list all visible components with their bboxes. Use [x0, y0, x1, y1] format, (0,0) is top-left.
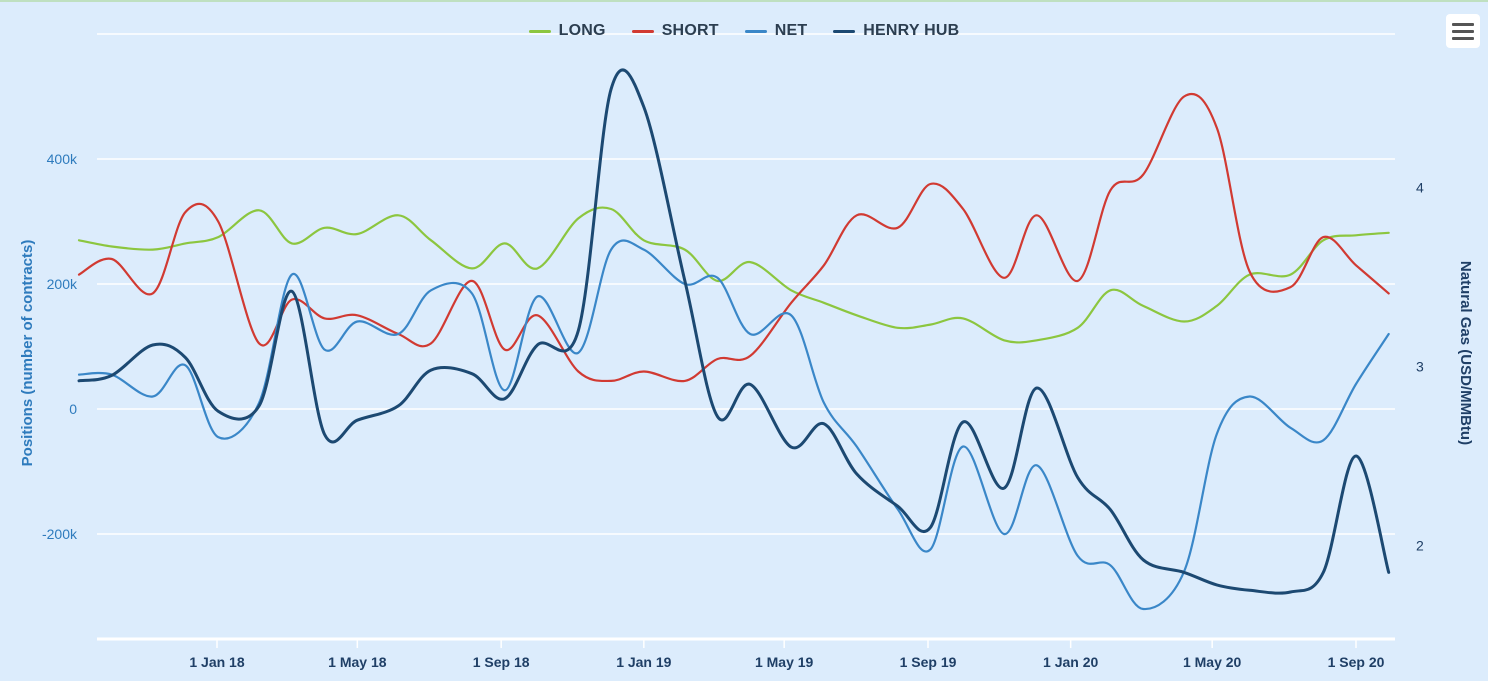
- legend-label: LONG: [558, 22, 606, 39]
- series-line-henry-hub[interactable]: [77, 68, 1391, 595]
- series-line-long[interactable]: [77, 206, 1390, 344]
- y-left-tick-label: 0: [69, 401, 77, 417]
- legend-item-net[interactable]: NET: [744, 22, 808, 40]
- y-axis-left-title: Positions (number of contracts): [19, 240, 36, 467]
- y-left-tick-label: -200k: [42, 526, 78, 542]
- grid-lines: [97, 33, 1395, 535]
- axes: -200k 0 200k 400k 2 3 4 1 Jan 18 1 May 18 1 Sep 1…: [42, 151, 1424, 670]
- hamburger-menu-icon: [1452, 22, 1474, 26]
- x-tick-label: 1 May 20: [1183, 654, 1242, 670]
- y-right-tick-label: 3: [1416, 359, 1424, 375]
- x-tick-label: 1 Jan 19: [616, 654, 671, 670]
- x-tick-label: 1 Sep 18: [473, 654, 530, 670]
- series-line-short[interactable]: [77, 92, 1390, 383]
- legend-swatch: [631, 29, 654, 33]
- x-tick-label: 1 May 18: [328, 654, 387, 670]
- y-left-tick-label: 200k: [47, 276, 78, 292]
- top-border: [0, 0, 1488, 2]
- x-tick-label: 1 Jan 18: [189, 654, 244, 670]
- x-tick-label: 1 May 19: [755, 654, 814, 670]
- x-tick-label: 1 Sep 19: [900, 654, 957, 670]
- y-left-tick-label: 400k: [47, 151, 78, 167]
- chart-legend: LONG SHORT NET HENRY HUB: [0, 22, 1488, 40]
- legend-swatch: [833, 29, 856, 33]
- y-right-tick-label: 2: [1416, 538, 1424, 554]
- x-tick-label: 1 Sep 20: [1328, 654, 1385, 670]
- y-axis-right-title: Natural Gas (USD/MMBtu): [1457, 261, 1474, 445]
- series-lines: [77, 68, 1391, 611]
- legend-swatch: [744, 29, 767, 33]
- legend-label: SHORT: [661, 22, 719, 39]
- chart-menu-button[interactable]: [1446, 14, 1480, 48]
- legend-item-short[interactable]: SHORT: [631, 22, 719, 40]
- legend-item-long[interactable]: LONG: [528, 22, 606, 40]
- legend-label: NET: [774, 22, 808, 39]
- legend-item-henry-hub[interactable]: HENRY HUB: [833, 22, 959, 40]
- legend-swatch: [528, 29, 551, 33]
- legend-label: HENRY HUB: [863, 22, 960, 39]
- y-right-tick-label: 4: [1416, 180, 1424, 196]
- series-line-net[interactable]: [77, 239, 1390, 611]
- x-tick-label: 1 Jan 20: [1043, 654, 1098, 670]
